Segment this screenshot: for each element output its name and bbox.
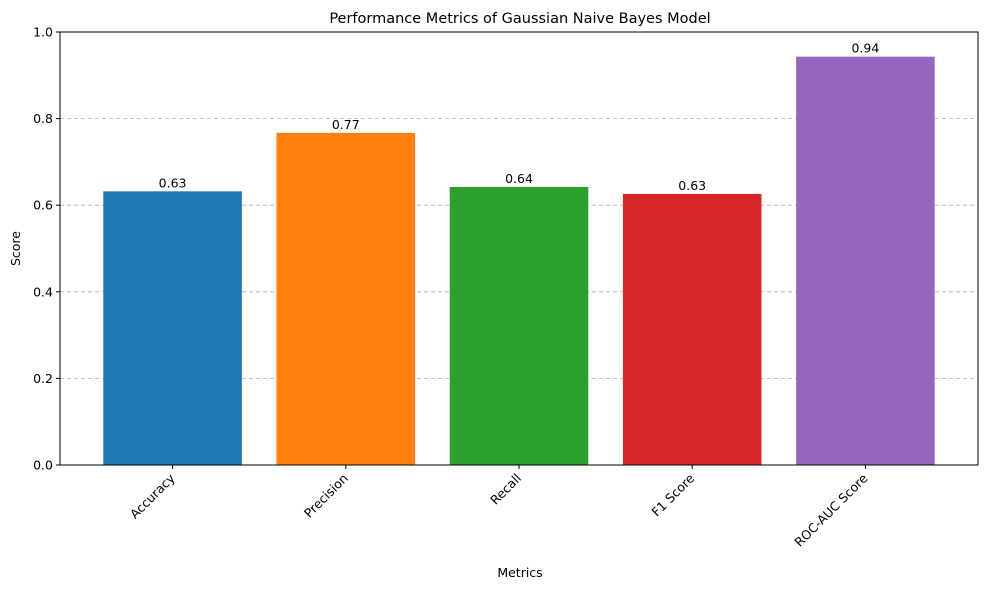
bar-value-label: 0.64 [505, 171, 533, 186]
y-tick-label: 0.6 [33, 198, 53, 213]
bar-value-label: 0.77 [332, 117, 360, 132]
bar-value-label: 0.63 [678, 178, 706, 193]
bar-f1-score [622, 193, 762, 465]
y-tick-label: 0.2 [33, 371, 53, 386]
bar-value-label: 0.94 [851, 41, 879, 56]
y-tick-label: 0.8 [33, 111, 53, 126]
y-tick-label: 1.0 [33, 25, 53, 40]
bar-roc-auc-score [796, 56, 935, 465]
bar-recall [449, 187, 589, 465]
bar-value-label: 0.63 [159, 175, 187, 190]
bars [103, 56, 935, 465]
y-tick-label: 0.0 [33, 458, 53, 473]
bar-value-labels: 0.63 0.77 0.64 0.63 0.94 [159, 41, 880, 193]
plot-frame [59, 31, 979, 466]
y-axis-label: Score [8, 231, 23, 266]
bar-precision [276, 132, 416, 465]
y-tick-label: 0.4 [33, 284, 53, 299]
x-axis-label: Metrics [497, 565, 542, 580]
chart-title: Performance Metrics of Gaussian Naive Ba… [329, 11, 710, 27]
bar-accuracy [103, 191, 242, 465]
y-axis: 0.0 0.2 0.4 0.6 0.8 1.0 [33, 25, 60, 473]
